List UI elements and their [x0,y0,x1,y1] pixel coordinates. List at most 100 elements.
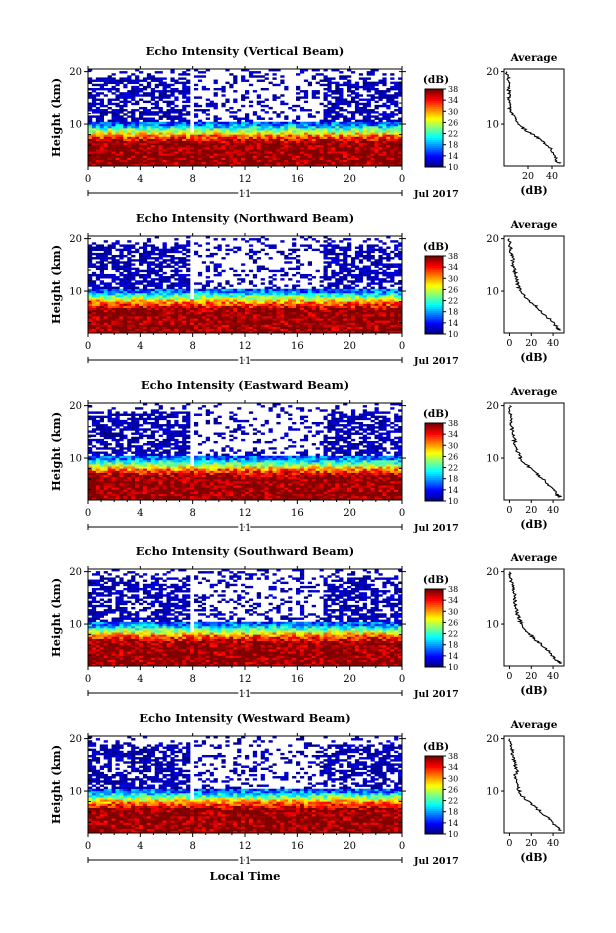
colorbar-step [425,103,443,105]
heatmap-cell [210,126,214,128]
heatmap-cell [214,162,218,164]
heatmap-cell [170,136,174,138]
heatmap-cell [147,253,151,255]
heatmap-cell [331,153,335,155]
heatmap-cell [104,316,108,318]
heatmap-cell [112,80,116,82]
heatmap-cell [347,105,351,107]
heatmap-cell [104,287,108,289]
heatmap-cell [241,160,245,162]
heatmap-cell [112,266,116,268]
heatmap-cell [386,126,390,128]
heatmap-cell [355,126,359,128]
heatmap-cell [100,118,104,120]
heatmap-cell [237,149,241,151]
heatmap-cell [163,94,167,96]
heatmap-cell [182,118,186,120]
heatmap-cell [119,293,123,295]
heatmap-cell [108,101,112,103]
heatmap-cell [225,289,229,291]
heatmap-cell [351,270,355,272]
heatmap-cell [163,126,167,128]
heatmap-cell [300,136,304,138]
heatmap-cell [206,134,210,136]
heatmap-cell [367,141,371,143]
heatmap-cell [367,84,371,86]
heatmap-cell [241,306,245,308]
heatmap-cell [170,274,174,276]
heatmap-cell [331,141,335,143]
heatmap-cell [331,240,335,242]
heatmap-cell [155,162,159,164]
heatmap-cell [147,308,151,310]
heatmap-cell [210,320,214,322]
heatmap-cell [151,295,155,297]
heatmap-cell [241,295,245,297]
heatmap-cell [355,285,359,287]
heatmap-cell [351,141,355,143]
heatmap-cell [331,96,335,98]
heatmap-cell [386,107,390,109]
heatmap-cell [92,282,96,284]
heatmap-cell [343,295,347,297]
heatmap-cell [155,282,159,284]
heatmap-cell [214,149,218,151]
heatmap-cell [92,327,96,329]
heatmap-cell [327,287,331,289]
heatmap-cell [284,145,288,147]
heatmap-cell [296,293,300,295]
heatmap-cell [382,158,386,160]
heatmap-cell [276,158,280,160]
heatmap-cell [214,124,218,126]
heatmap-cell [257,80,261,82]
heatmap-cell [221,145,225,147]
heatmap-cell [194,303,198,305]
heatmap-cell [351,318,355,320]
heatmap-cell [221,320,225,322]
heatmap-cell [371,115,375,117]
heatmap-cell [394,92,398,94]
heatmap-cell [320,149,324,151]
heatmap-cell [233,297,237,299]
heatmap-cell [218,325,222,327]
heatmap-cell [300,130,304,132]
heatmap-cell [347,322,351,324]
heatmap-cell [210,153,214,155]
heatmap-cell [339,77,343,79]
heatmap-cell [159,253,163,255]
heatmap-cell [363,270,367,272]
heatmap-cell [269,291,273,293]
heatmap-cell [288,107,292,109]
heatmap-cell [143,274,147,276]
heatmap-cell [100,120,104,122]
heatmap-cell [119,126,123,128]
heatmap-cell [378,136,382,138]
heatmap-cell [331,295,335,297]
heatmap-cell [327,126,331,128]
heatmap-cell [155,139,159,141]
heatmap-cell [304,136,308,138]
heatmap-cell [198,289,202,291]
heatmap-cell [108,151,112,153]
heatmap-cell [221,141,225,143]
heatmap-cell [92,322,96,324]
heatmap-cell [178,325,182,327]
heatmap-cell [394,113,398,115]
heatmap-cell [170,247,174,249]
heatmap-cell [382,149,386,151]
heatmap-cell [280,80,284,82]
heatmap-cell [312,126,316,128]
heatmap-cell [245,293,249,295]
heatmap-cell [316,132,320,134]
heatmap-cell [151,301,155,303]
heatmap-cell [304,297,308,299]
heatmap-cell [182,259,186,261]
heatmap-cell [233,151,237,153]
heatmap-cell [182,276,186,278]
x-tick-label: 0 [399,174,405,185]
heatmap-cell [355,316,359,318]
heatmap-cell [284,322,288,324]
heatmap-cell [394,126,398,128]
heatmap-cell [284,134,288,136]
heatmap-cell [257,329,261,331]
